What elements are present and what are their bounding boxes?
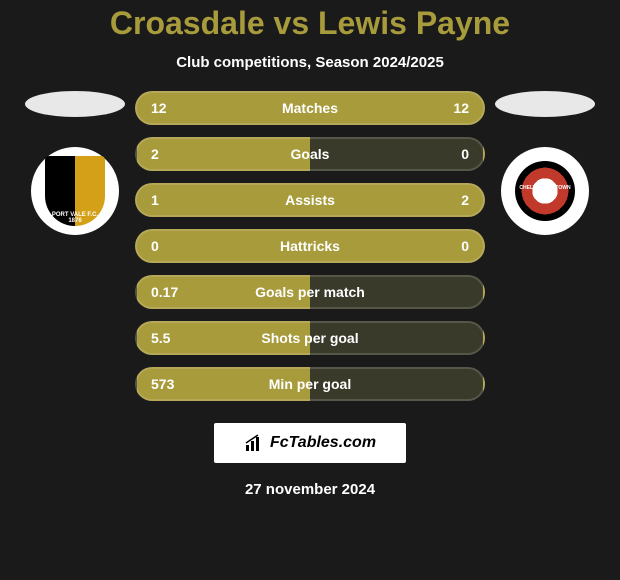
right-club-crest: CHELTENHAM TOWN F.C. <box>501 147 589 235</box>
footer-brand-text: FcTables.com <box>270 434 376 452</box>
main-area: PORT VALE F.C. 1876 12Matches122Goals01A… <box>0 91 620 401</box>
stat-label: Hattricks <box>191 238 429 254</box>
stat-left-value: 0 <box>151 238 191 254</box>
footer-date: 27 november 2024 <box>245 481 375 498</box>
left-player-pill <box>25 91 125 117</box>
stat-label: Goals <box>191 146 429 162</box>
stat-right-value: 0 <box>429 146 469 162</box>
page-title: Croasdale vs Lewis Payne <box>110 5 510 42</box>
left-club-crest: PORT VALE F.C. 1876 <box>31 147 119 235</box>
stat-right-value: 2 <box>429 192 469 208</box>
chart-icon <box>244 433 264 453</box>
footer-brand[interactable]: FcTables.com <box>214 423 406 463</box>
stat-left-value: 1 <box>151 192 191 208</box>
stat-label: Min per goal <box>191 376 429 392</box>
stat-row: 5.5Shots per goal <box>135 321 485 355</box>
stat-left-value: 5.5 <box>151 330 191 346</box>
left-crest-shield: PORT VALE F.C. 1876 <box>45 156 105 226</box>
stat-row: 573Min per goal <box>135 367 485 401</box>
stat-right-value: 12 <box>429 100 469 116</box>
subtitle: Club competitions, Season 2024/2025 <box>176 54 444 71</box>
stat-row: 0Hattricks0 <box>135 229 485 263</box>
stat-left-value: 0.17 <box>151 284 191 300</box>
right-crest-text: CHELTENHAM TOWN F.C. <box>515 185 575 197</box>
comparison-card: Croasdale vs Lewis Payne Club competitio… <box>0 0 620 580</box>
right-club-side: CHELTENHAM TOWN F.C. <box>495 91 595 235</box>
left-club-side: PORT VALE F.C. 1876 <box>25 91 125 235</box>
stat-label: Assists <box>191 192 429 208</box>
stat-row: 0.17Goals per match <box>135 275 485 309</box>
stat-row: 2Goals0 <box>135 137 485 171</box>
stat-row: 1Assists2 <box>135 183 485 217</box>
stat-label: Shots per goal <box>191 330 429 346</box>
right-crest-circle: CHELTENHAM TOWN F.C. <box>515 161 575 221</box>
stat-left-value: 2 <box>151 146 191 162</box>
stats-column: 12Matches122Goals01Assists20Hattricks00.… <box>135 91 485 401</box>
stat-row: 12Matches12 <box>135 91 485 125</box>
stat-right-value: 0 <box>429 238 469 254</box>
right-player-pill <box>495 91 595 117</box>
stat-left-value: 12 <box>151 100 191 116</box>
stat-left-value: 573 <box>151 376 191 392</box>
left-crest-year: 1876 <box>68 218 81 224</box>
stat-label: Matches <box>191 100 429 116</box>
stat-label: Goals per match <box>191 284 429 300</box>
